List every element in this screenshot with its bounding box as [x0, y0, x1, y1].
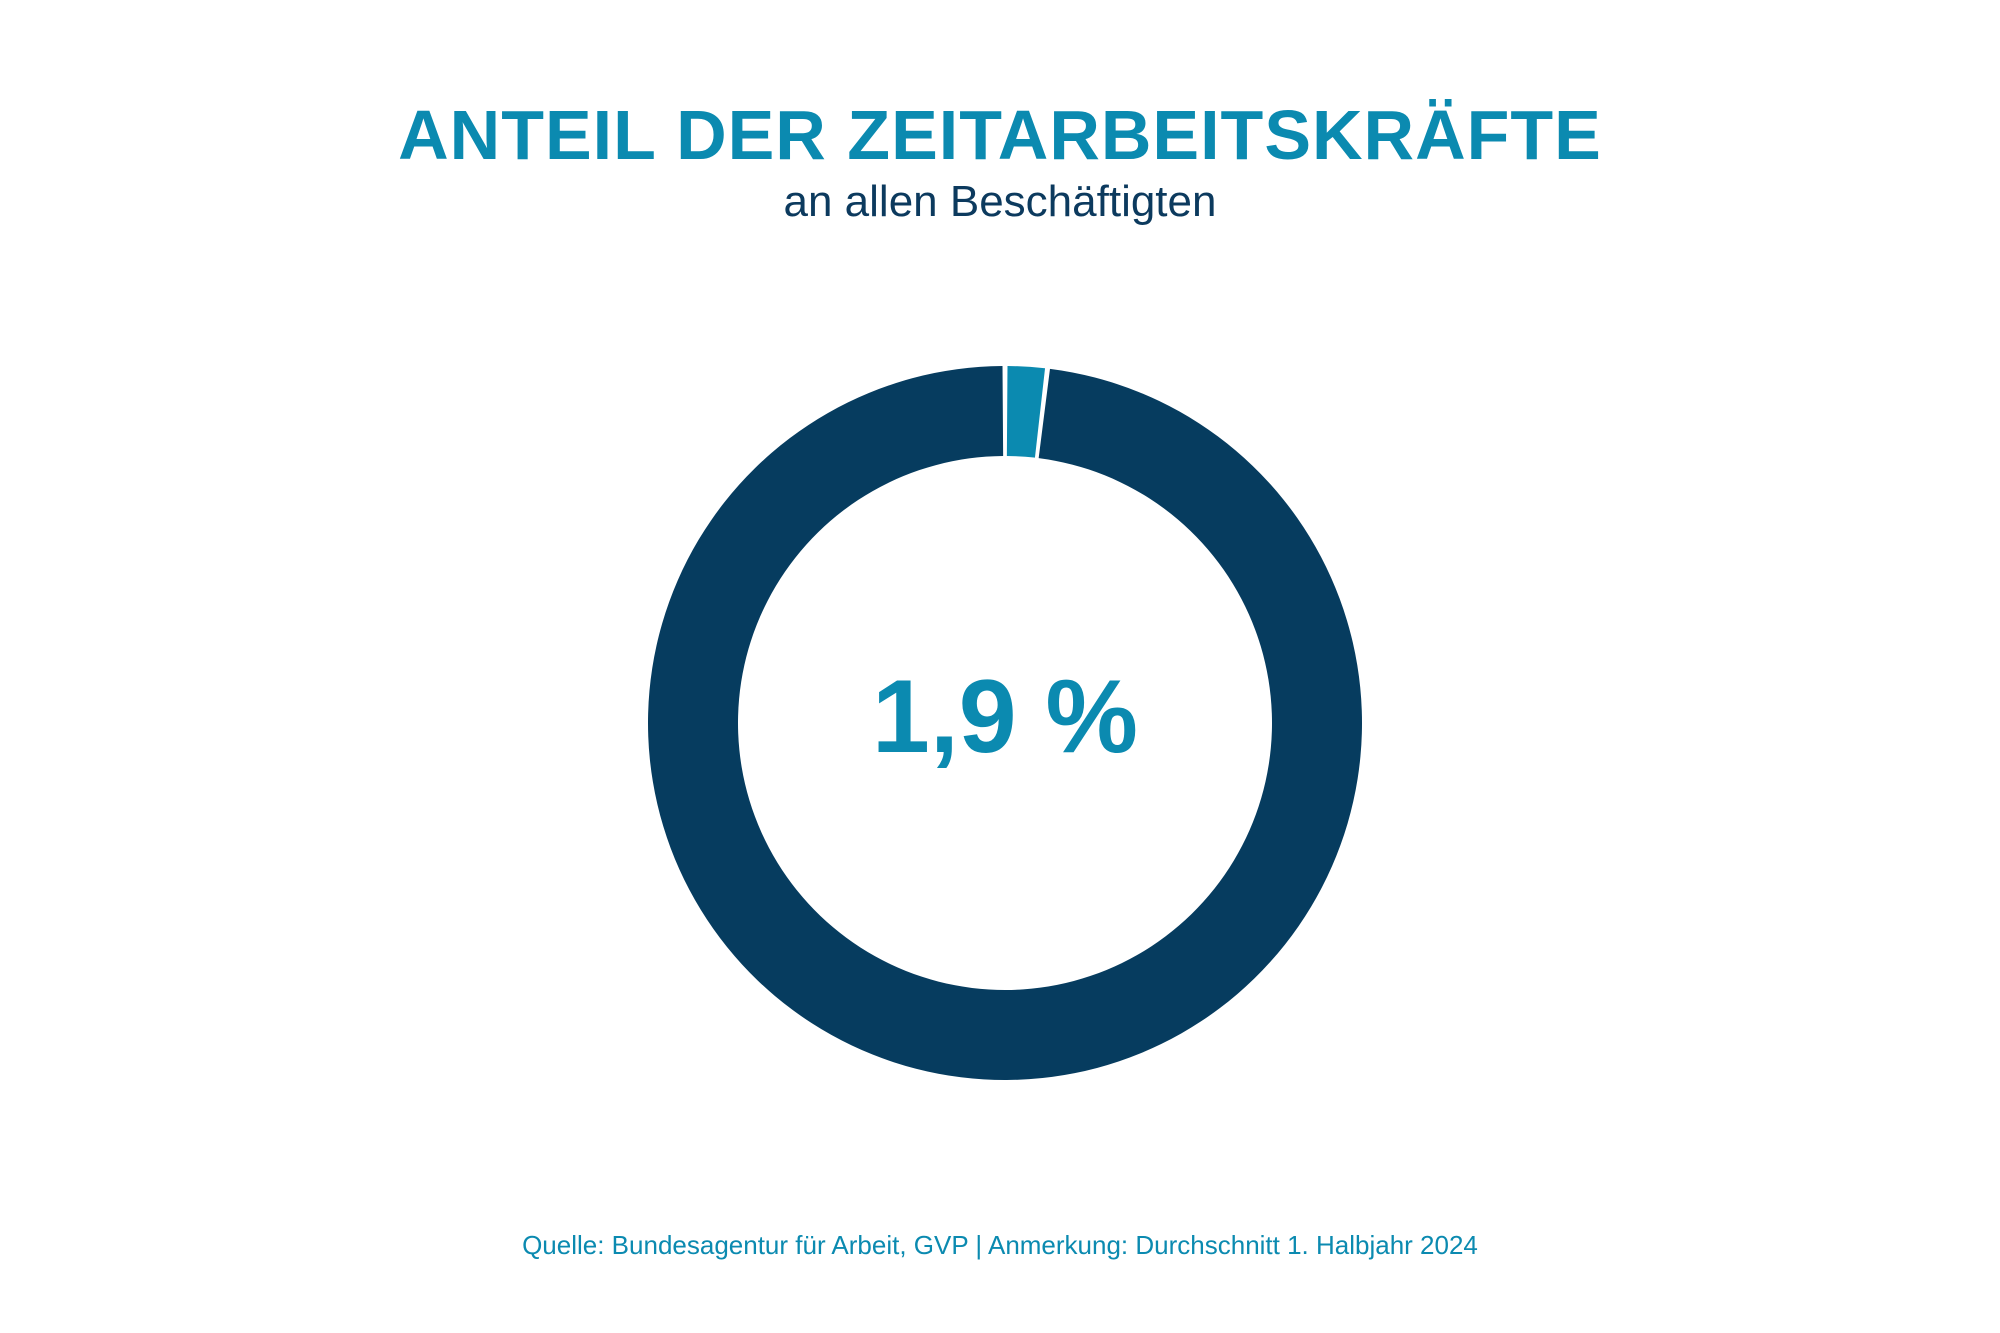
chart-title: ANTEIL DER ZEITARBEITSKRÄFTE — [398, 96, 1602, 174]
center-value-label: 1,9 % — [872, 659, 1138, 775]
source-note: Quelle: Bundesagentur für Arbeit, GVP | … — [522, 1230, 1478, 1260]
chart-subtitle: an allen Beschäftigten — [783, 177, 1217, 226]
donut-slices — [648, 366, 1362, 1081]
donut-slice-1 — [1006, 366, 1046, 458]
